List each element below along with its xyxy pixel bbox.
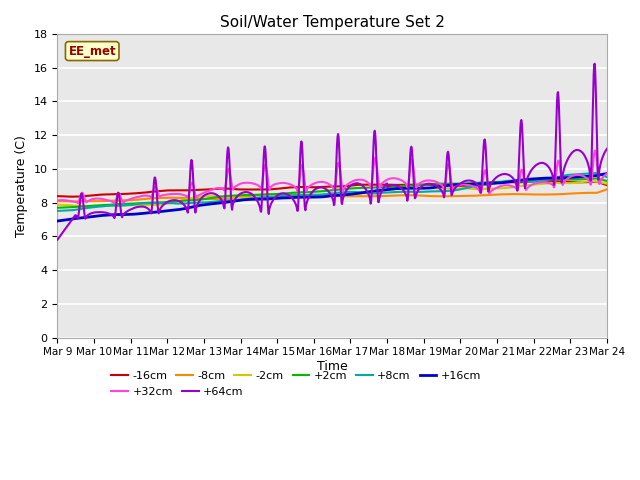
Legend: +32cm, +64cm: +32cm, +64cm xyxy=(107,383,248,402)
Text: EE_met: EE_met xyxy=(68,45,116,58)
Title: Soil/Water Temperature Set 2: Soil/Water Temperature Set 2 xyxy=(220,15,445,30)
X-axis label: Time: Time xyxy=(317,360,348,373)
Y-axis label: Temperature (C): Temperature (C) xyxy=(15,135,28,237)
